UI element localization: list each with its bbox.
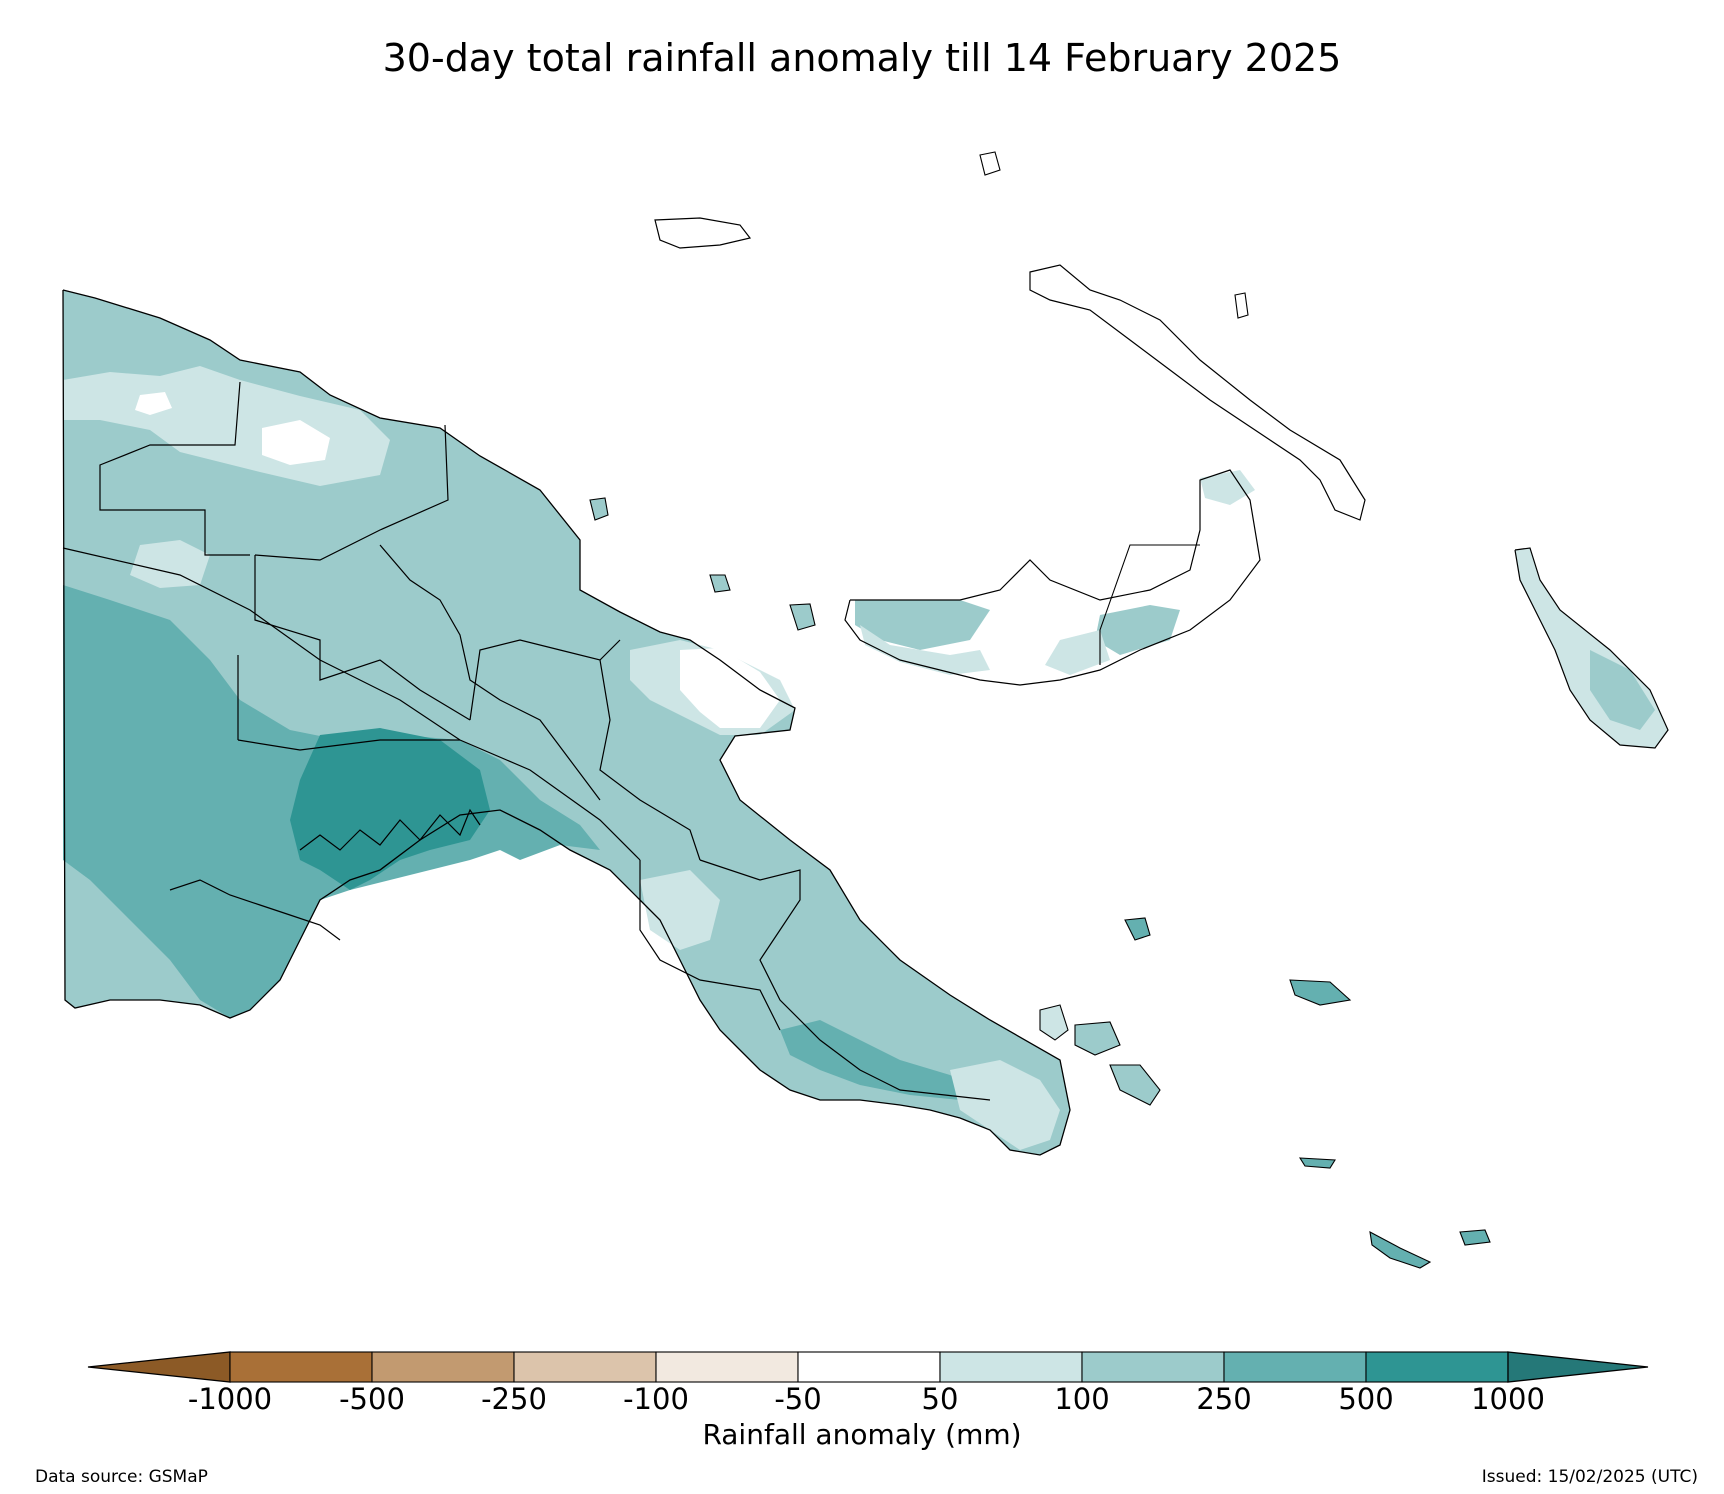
colorbar-arrow-low	[87, 1351, 231, 1383]
colorbar-bin-5	[797, 1351, 941, 1383]
colorbar-bin-8	[1223, 1351, 1367, 1383]
new-britain	[844, 469, 1261, 686]
mainland	[62, 289, 1071, 1156]
colorbar-bin-4	[655, 1351, 799, 1383]
peninsula-low-tip	[950, 1060, 1060, 1150]
bougainville	[1514, 547, 1669, 749]
colorbar-tick-label: 100	[1054, 1382, 1110, 1416]
map-title: 30-day total rainfall anomaly till 14 Fe…	[382, 36, 1342, 80]
mainland-base-region	[63, 290, 1070, 1155]
colorbar-tick-label: -500	[339, 1382, 405, 1416]
trobriand-island	[1124, 917, 1151, 941]
fly-river-mouth	[169, 879, 341, 941]
eastern-islands	[1039, 917, 1491, 1269]
fergusson-island	[1074, 1021, 1121, 1056]
peninsula-low-interior	[640, 870, 720, 950]
rainfall-anomaly-map	[62, 151, 1669, 1269]
colorbar-tick-label: -1000	[187, 1382, 273, 1416]
normanby-island	[1109, 1064, 1161, 1106]
new-britain-high	[855, 600, 990, 650]
bougainville-coastline	[1514, 547, 1669, 749]
long-island	[709, 574, 731, 593]
mainland-neutral-east	[680, 648, 780, 728]
new-britain-low-mid	[1045, 630, 1110, 675]
issued-date-note: Issued: 15/02/2025 (UTC)	[1481, 1467, 1698, 1487]
colorbar-bin-1	[229, 1351, 373, 1383]
colorbar-bin-9	[1365, 1351, 1509, 1383]
colorbar-tick-label: 50	[921, 1382, 959, 1416]
colorbar-tick-label: 1000	[1471, 1382, 1545, 1416]
umboi-island	[789, 603, 816, 631]
colorbar-bin-7	[1081, 1351, 1225, 1383]
misima-island	[1298, 1157, 1336, 1169]
colorbar-arrow-high	[1507, 1351, 1649, 1383]
goodenough-island	[1039, 1004, 1069, 1041]
new-britain-low-gazelle	[1200, 470, 1255, 505]
colorbar-bin-6	[939, 1351, 1083, 1383]
colorbar-tick-label: -50	[774, 1382, 822, 1416]
colorbar-bin-2	[371, 1351, 515, 1383]
new-britain-province-border	[1099, 544, 1200, 665]
new-britain-coastline	[844, 469, 1261, 686]
colorbar-tick-label: 500	[1338, 1382, 1394, 1416]
mainland-low-mid	[130, 540, 210, 588]
new-ireland-coastline	[1029, 264, 1366, 521]
colorbar-tick-label: 250	[1196, 1382, 1252, 1416]
colorbar-title: Rainfall anomaly (mm)	[702, 1418, 1022, 1451]
bougainville-high	[1590, 650, 1655, 730]
colorbar-tick-label: -250	[481, 1382, 547, 1416]
province-borders	[62, 381, 991, 1101]
rossel-island	[1459, 1229, 1491, 1246]
small-islands	[589, 151, 1249, 631]
peninsula-high-band	[780, 1020, 980, 1100]
sudest-island	[1369, 1230, 1432, 1269]
mainland-coastline	[62, 289, 1071, 1156]
mainland-neutral-spot-2	[135, 392, 172, 415]
colorbar-tick-label: -100	[623, 1382, 689, 1416]
colorbar-bin-3	[513, 1351, 657, 1383]
mussau-island	[1234, 292, 1249, 319]
delta-coast-detail	[299, 808, 481, 851]
woodlark-island	[1289, 979, 1352, 1006]
data-source-note: Data source: GSMaP	[35, 1467, 208, 1487]
wuvulu-island	[979, 151, 1001, 176]
new-britain-low-west	[860, 625, 990, 675]
karkar-island	[589, 497, 609, 521]
mainland-neutral-spot-1	[262, 420, 330, 465]
manus-island	[654, 217, 752, 249]
